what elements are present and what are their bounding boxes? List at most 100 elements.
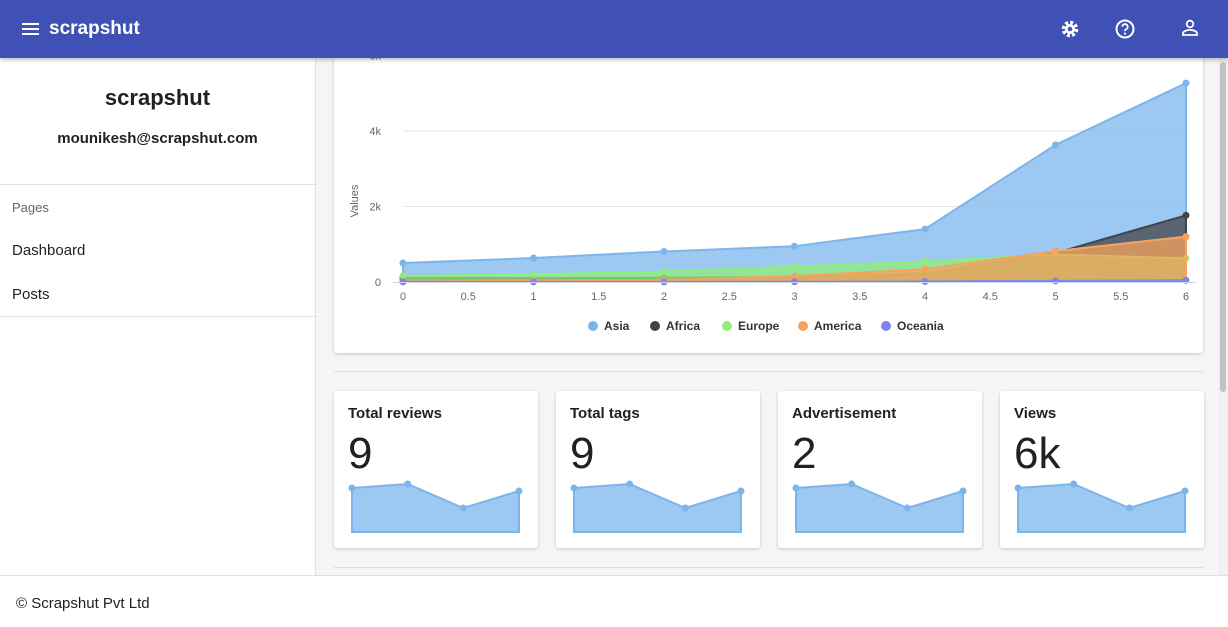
legend-label: Asia	[604, 319, 630, 333]
sparkline-point	[737, 487, 745, 495]
sparkline-point	[570, 484, 578, 492]
divider	[334, 371, 1203, 372]
data-point	[1052, 247, 1059, 255]
area-chart: 02k4k6kValues00.511.522.533.544.555.56As…	[349, 51, 1196, 333]
data-point	[530, 254, 537, 262]
help-icon[interactable]	[1115, 19, 1135, 39]
x-tick-label: 0.5	[461, 291, 476, 303]
legend-symbol	[650, 321, 660, 331]
legend-label: Europe	[738, 319, 780, 333]
legend-symbol	[722, 321, 732, 331]
sparkline-point	[792, 484, 800, 492]
data-point	[921, 257, 929, 265]
scrollbar[interactable]	[1218, 58, 1228, 575]
nav-link[interactable]: Dashboard	[12, 242, 86, 259]
data-point	[791, 242, 798, 250]
account-icon[interactable]	[1181, 19, 1199, 37]
y-axis-title: Values	[349, 184, 361, 217]
x-tick-label: 4	[922, 291, 928, 303]
legend-label: Oceania	[897, 319, 944, 333]
sparkline-point	[348, 484, 356, 492]
y-tick-label: 2k	[369, 202, 381, 214]
data-point	[791, 272, 798, 280]
card-title: Total tags	[570, 405, 640, 422]
data-point	[921, 278, 929, 286]
sparkline-point	[681, 504, 689, 512]
x-tick-label: 2.5	[722, 291, 737, 303]
stat-card: Advertisement 2	[778, 391, 982, 548]
x-tick-label: 3	[791, 291, 797, 303]
sparkline	[1014, 480, 1189, 533]
chart-card: 02k4k6kValues00.511.522.533.544.555.56As…	[334, 30, 1203, 353]
x-tick-label: 2	[661, 291, 667, 303]
x-tick-label: 4.5	[983, 291, 998, 303]
y-tick-label: 4k	[369, 126, 381, 138]
sparkline-area	[351, 482, 520, 533]
sparkline-point	[1014, 484, 1022, 492]
x-tick-label: 5	[1052, 291, 1058, 303]
card-value: 6k	[1014, 429, 1061, 478]
footer: © Scrapshut Pvt Ltd	[0, 575, 1228, 627]
sparkline-point	[626, 480, 634, 488]
x-tick-label: 3.5	[852, 291, 867, 303]
data-point	[921, 225, 929, 233]
data-point	[1052, 141, 1059, 149]
data-point	[660, 247, 668, 255]
x-tick-label: 0	[400, 291, 406, 303]
legend-symbol	[588, 321, 598, 331]
data-point	[921, 265, 929, 273]
x-tick-label: 1	[530, 291, 536, 303]
stat-card: Total reviews 9	[334, 391, 538, 548]
sparkline-point	[459, 504, 467, 512]
data-point	[660, 278, 668, 286]
profile-email: mounikesh@scrapshut.com	[57, 130, 258, 147]
app-bar: scrapshut	[0, 0, 1228, 58]
card-title: Total reviews	[348, 405, 442, 422]
divider	[0, 184, 315, 185]
sparkline-area	[795, 482, 964, 533]
sidebar: scrapshut mounikesh@scrapshut.com Pages …	[0, 58, 316, 575]
card-title: Views	[1014, 405, 1057, 422]
sparkline-point	[903, 504, 911, 512]
stat-card: Total tags 9	[556, 391, 760, 548]
nav-link[interactable]: Posts	[12, 286, 50, 303]
footer-text: © Scrapshut Pvt Ltd	[16, 595, 150, 612]
data-point	[530, 270, 537, 278]
sparkline-point	[1125, 504, 1133, 512]
app-title: scrapshut	[49, 18, 140, 39]
legend-label: America	[814, 319, 862, 333]
sparkline	[348, 480, 523, 533]
data-point	[399, 272, 407, 280]
sparkline	[792, 480, 967, 533]
sparkline-point	[848, 480, 856, 488]
data-point	[399, 259, 407, 267]
legend-symbol	[881, 321, 891, 331]
data-point	[530, 278, 537, 286]
sparkline-point	[1070, 480, 1078, 488]
card-title: Advertisement	[792, 405, 897, 422]
menu-icon[interactable]	[21, 20, 41, 38]
x-tick-label: 1.5	[591, 291, 606, 303]
sparkline-point	[515, 487, 523, 495]
profile-name: scrapshut	[104, 85, 211, 110]
sparkline-point	[1181, 487, 1189, 495]
legend-symbol	[798, 321, 808, 331]
data-point	[399, 278, 407, 286]
card-value: 9	[348, 429, 373, 478]
sparkline-area	[1017, 482, 1186, 533]
data-point	[791, 263, 798, 271]
data-point	[660, 268, 668, 276]
stat-card: Views 6k	[1000, 391, 1204, 548]
sparkline-area	[573, 482, 742, 533]
settings-icon[interactable]	[1060, 19, 1080, 39]
sparkline	[570, 480, 745, 533]
sparkline-point	[404, 480, 412, 488]
x-tick-label: 5.5	[1113, 291, 1128, 303]
y-tick-label: 0	[375, 277, 381, 289]
data-point	[791, 278, 798, 286]
card-value: 9	[570, 429, 595, 478]
section-label: Pages	[12, 200, 49, 215]
data-point	[1182, 211, 1190, 219]
card-value: 2	[792, 429, 817, 478]
